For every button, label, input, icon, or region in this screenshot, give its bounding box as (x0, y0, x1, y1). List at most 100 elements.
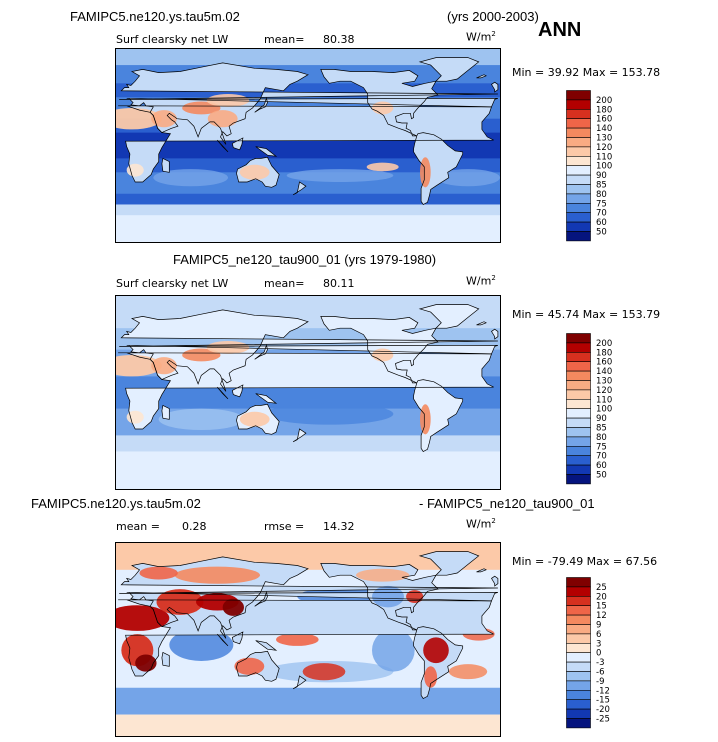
panel2-colorbar-label: 130 (596, 377, 612, 387)
panel3-colorbar-swatch (566, 690, 591, 701)
panel3-colorbar-swatch (566, 718, 591, 729)
panel2-colorbar-swatch (566, 464, 591, 475)
panel2-title: FAMIPC5_ne120_tau900_01 (yrs 1979-1980) (173, 252, 437, 267)
panel2-colorbar-label: 180 (596, 348, 612, 358)
panel3-colorbar-label: -6 (596, 668, 604, 678)
panel3-colorbar-label: 15 (596, 602, 607, 612)
panel2-colorbar-label: 200 (596, 339, 612, 349)
panel3-colorbar-swatch (566, 624, 591, 635)
case-title: FAMIPC5.ne120.ys.tau5m.02 (70, 9, 240, 24)
panel1-units: W/m2 (466, 30, 496, 44)
panel1-colorbar-swatch (566, 193, 591, 204)
panel3-colorbar-swatch (566, 577, 591, 588)
panel3-units: W/m2 (466, 517, 496, 531)
panel2-colorbar-swatch (566, 333, 591, 344)
panel2-colorbar-label: 140 (596, 367, 612, 377)
panel1-variable: Surf clearsky net LW (116, 33, 229, 46)
panel1-colorbar-swatch (566, 108, 591, 119)
panel1-colorbar-swatch (566, 231, 591, 242)
panel3-colorbar-label: -12 (596, 686, 610, 696)
panel1-colorbar-swatch (566, 99, 591, 110)
panel2-colorbar-label: 85 (596, 424, 607, 434)
panel2-colorbar-swatch (566, 342, 591, 353)
panel1-colorbar-label: 85 (596, 181, 607, 191)
panel2-colorbar-swatch (566, 436, 591, 447)
panel1-colorbar-swatch (566, 165, 591, 176)
panel3-colorbar-swatch (566, 699, 591, 710)
panel3-colorbar: 25 20 15 12 9 6 3 0 -3 -6 -9 -12 -15 -20 -25 (566, 577, 636, 729)
panel1-colorbar-swatch (566, 203, 591, 214)
panel3-rmse-value: 14.32 (323, 520, 355, 533)
panel3-colorbar-swatch (566, 680, 591, 691)
panel1-colorbar-swatch (566, 146, 591, 157)
panel3-mean-label: mean = (116, 520, 160, 533)
panel3-minmax: Min = -79.49 Max = 67.56 (512, 555, 658, 568)
panel2-colorbar-label: 50 (596, 471, 607, 481)
panel3-colorbar-swatch (566, 652, 591, 663)
panel2-map (115, 295, 501, 490)
panel3-colorbar-swatch (566, 633, 591, 644)
panel2-colorbar-label: 90 (596, 414, 607, 424)
panel1-colorbar-label: 80 (596, 190, 607, 200)
panel2-mean-label: mean= (264, 277, 305, 290)
panel1-colorbar-swatch (566, 90, 591, 101)
panel2-colorbar-swatch (566, 389, 591, 400)
panel2-colorbar-swatch (566, 474, 591, 485)
panel3-colorbar-swatch (566, 671, 591, 682)
panel3-colorbar-swatch (566, 661, 591, 672)
panel1-colorbar-label: 110 (596, 152, 612, 162)
panel3-colorbar-label: 12 (596, 611, 607, 621)
panel1-colorbar-swatch (566, 127, 591, 138)
panel1-colorbar-label: 140 (596, 124, 612, 134)
season-label: ANN (538, 19, 582, 41)
panel2-colorbar-swatch (566, 351, 591, 362)
panel2-colorbar-label: 70 (596, 452, 607, 462)
panel2-colorbar-swatch (566, 455, 591, 466)
panel2-colorbar: 200 180 160 140 130 120 110 100 90 85 80 75 70 60 50 (566, 333, 636, 485)
panel3-colorbar-label: 3 (596, 639, 601, 649)
panel1-colorbar-label: 120 (596, 143, 612, 153)
panel1-colorbar: 200 180 160 140 130 120 110 100 90 85 80 75 70 60 50 (566, 90, 636, 242)
panel3-colorbar-label: 9 (596, 621, 601, 631)
panel2-colorbar-label: 100 (596, 405, 612, 415)
panel1-colorbar-label: 100 (596, 162, 612, 172)
panel2-colorbar-swatch (566, 399, 591, 410)
panel3-colorbar-swatch (566, 605, 591, 616)
panel3-colorbar-swatch (566, 586, 591, 597)
panel1-colorbar-swatch (566, 184, 591, 195)
panel2-colorbar-swatch (566, 446, 591, 457)
panel2-colorbar-swatch (566, 408, 591, 419)
panel3-colorbar-swatch (566, 708, 591, 719)
panel2-units: W/m2 (466, 274, 496, 288)
panel3-colorbar-label: -15 (596, 696, 610, 706)
panel3-colorbar-label: 25 (596, 583, 607, 593)
panel3-map (115, 542, 501, 737)
panel3-colorbar-swatch (566, 595, 591, 606)
panel1-mean-value: 80.38 (323, 33, 355, 46)
panel1-colorbar-swatch (566, 174, 591, 185)
panel1-mean-label: mean= (264, 33, 305, 46)
panel3-colorbar-label: -9 (596, 677, 604, 687)
panel1-colorbar-swatch (566, 156, 591, 167)
panel1-colorbar-label: 75 (596, 199, 607, 209)
panel2-colorbar-label: 160 (596, 358, 612, 368)
panel2-variable: Surf clearsky net LW (116, 277, 229, 290)
panel3-colorbar-label: -25 (596, 715, 610, 725)
panel3-title-left: FAMIPC5.ne120.ys.tau5m.02 (31, 496, 201, 511)
panel1-colorbar-label: 60 (596, 218, 607, 228)
panel2-colorbar-label: 60 (596, 461, 607, 471)
panel3-colorbar-label: -3 (596, 658, 604, 668)
panel3-colorbar-label: -20 (596, 705, 610, 715)
panel2-colorbar-swatch (566, 427, 591, 438)
panel1-colorbar-label: 180 (596, 105, 612, 115)
panel2-colorbar-label: 80 (596, 433, 607, 443)
panel3-colorbar-label: 0 (596, 649, 601, 659)
panel1-colorbar-swatch (566, 137, 591, 148)
panel3-rmse-label: rmse = (264, 520, 305, 533)
panel2-colorbar-swatch (566, 370, 591, 381)
panel1-map (115, 48, 501, 243)
panel1-colorbar-swatch (566, 118, 591, 129)
panel3-title-right: - FAMIPC5_ne120_tau900_01 (419, 496, 595, 511)
panel2-colorbar-swatch (566, 380, 591, 391)
panel1-colorbar-label: 130 (596, 134, 612, 144)
